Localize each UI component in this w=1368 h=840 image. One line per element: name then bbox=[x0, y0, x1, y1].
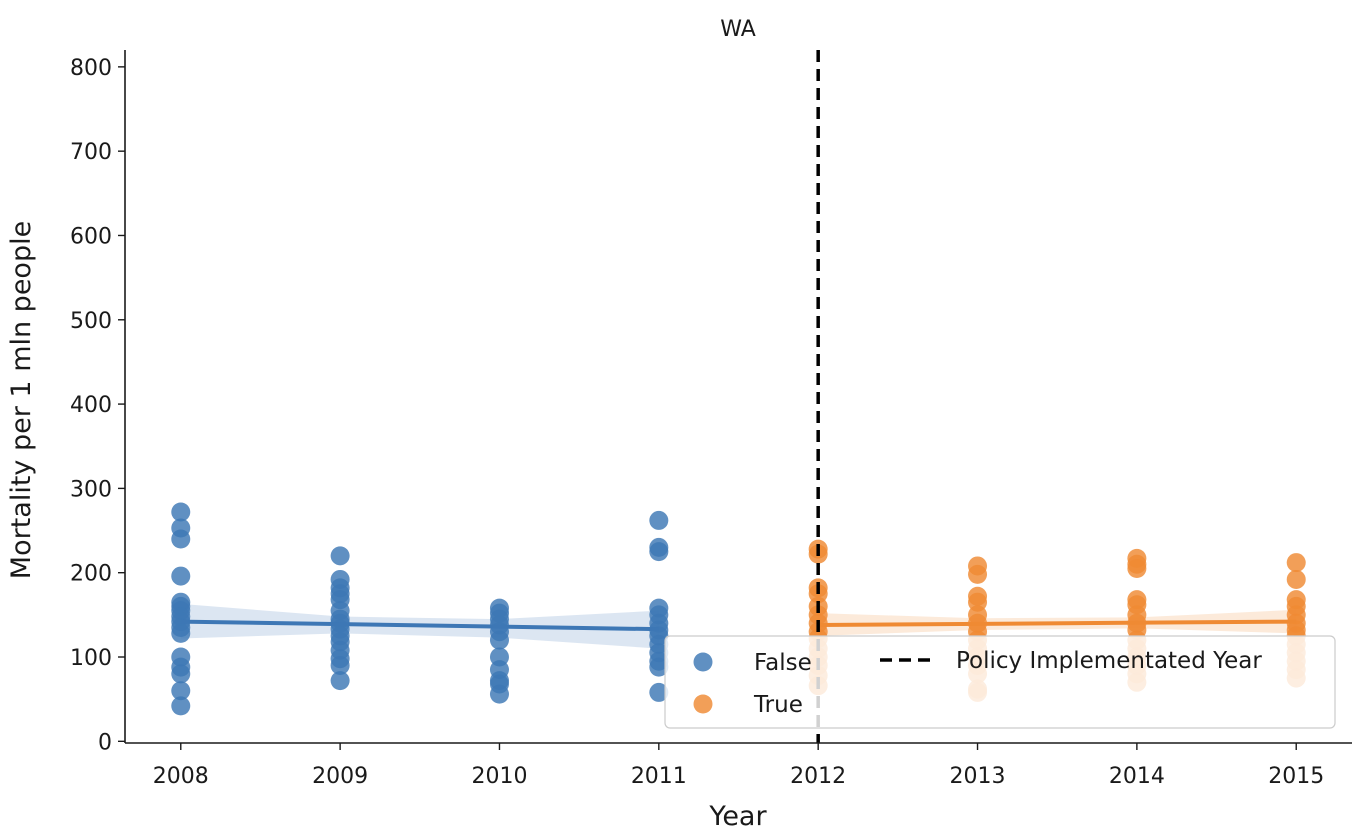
axes bbox=[124, 50, 1352, 744]
data-point-false bbox=[330, 655, 350, 675]
data-point-false bbox=[489, 684, 509, 704]
y-tick-label: 300 bbox=[70, 477, 112, 502]
data-point-false bbox=[649, 510, 669, 530]
x-tick-label: 2010 bbox=[471, 764, 527, 789]
data-point-false bbox=[649, 657, 669, 677]
data-point-false bbox=[171, 502, 191, 522]
data-point-false bbox=[171, 623, 191, 643]
y-tick-label: 200 bbox=[70, 562, 112, 587]
data-point-false bbox=[649, 682, 669, 702]
y-axis-label: Mortality per 1 mln people bbox=[6, 221, 37, 579]
data-point-false bbox=[171, 696, 191, 716]
legend-marker-false bbox=[693, 652, 713, 672]
data-point-false bbox=[171, 529, 191, 549]
y-tick-label: 600 bbox=[70, 224, 112, 249]
legend: False True Policy Implementated Year bbox=[664, 635, 1336, 729]
y-tick-label: 400 bbox=[70, 393, 112, 418]
y-ticks: 0 100 200 300 400 500 600 700 800 bbox=[70, 56, 125, 755]
data-point-false bbox=[171, 681, 191, 701]
data-point-false bbox=[489, 630, 509, 650]
data-point-false bbox=[171, 566, 191, 586]
x-tick-label: 2009 bbox=[312, 764, 368, 789]
x-tick-label: 2008 bbox=[153, 764, 209, 789]
trend-line-false bbox=[180, 619, 659, 632]
data-point-false bbox=[330, 546, 350, 566]
x-axis-label: Year bbox=[708, 801, 767, 832]
data-point-false bbox=[330, 671, 350, 691]
data-point-false bbox=[649, 542, 669, 562]
legend-label-false: False bbox=[754, 650, 812, 676]
x-tick-label: 2014 bbox=[1109, 764, 1165, 789]
data-point-true bbox=[1286, 569, 1306, 589]
y-tick-label: 500 bbox=[70, 309, 112, 334]
legend-label-policy-line: Policy Implementated Year bbox=[956, 648, 1262, 674]
legend-box bbox=[664, 635, 1336, 729]
data-point-true bbox=[1127, 558, 1147, 578]
data-point-false bbox=[171, 664, 191, 684]
x-tick-label: 2013 bbox=[950, 764, 1006, 789]
x-tick-label: 2015 bbox=[1268, 764, 1324, 789]
trend-lines bbox=[180, 619, 1297, 632]
data-point-true bbox=[1286, 553, 1306, 573]
trend-line-true bbox=[818, 619, 1297, 627]
x-tick-label: 2012 bbox=[790, 764, 846, 789]
y-tick-label: 700 bbox=[70, 140, 112, 165]
y-tick-label: 800 bbox=[70, 56, 112, 81]
legend-marker-true bbox=[693, 694, 713, 714]
data-point-true bbox=[968, 564, 988, 584]
y-tick-label: 0 bbox=[98, 730, 112, 755]
x-tick-label: 2011 bbox=[631, 764, 687, 789]
chart-title: WA bbox=[720, 17, 756, 42]
y-tick-label: 100 bbox=[70, 646, 112, 671]
legend-label-true: True bbox=[753, 692, 803, 718]
x-ticks: 2008 2009 2010 2011 2012 2013 2014 2015 bbox=[153, 743, 1324, 789]
